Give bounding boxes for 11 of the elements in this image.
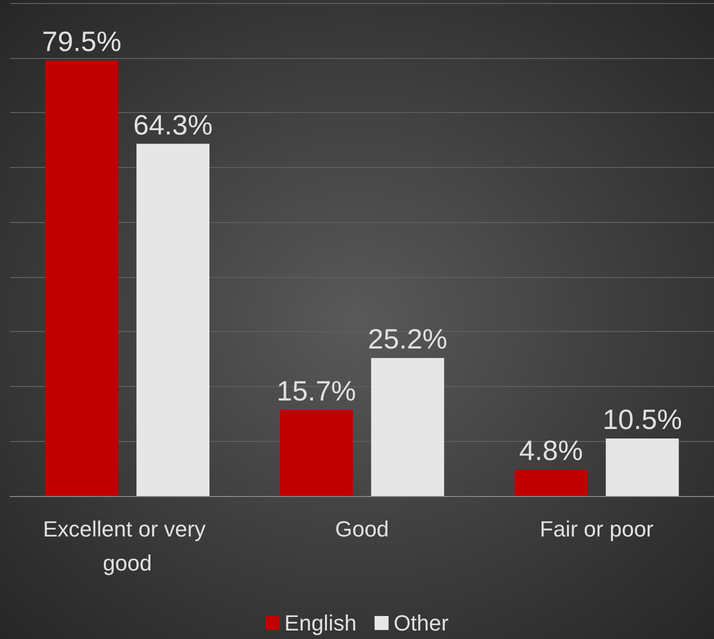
data-label: 25.2% [368,323,448,354]
data-label: 4.8% [519,435,583,466]
x-tick-label: Excellent or very good [42,516,212,576]
data-label: 15.7% [276,376,356,406]
legend-label: Other [394,610,449,636]
legend-label: English [284,610,357,636]
data-label: 10.5% [602,404,682,435]
data-label: 79.5% [42,26,122,58]
x-tick-label: Good [335,516,389,542]
data-label: 64.3% [133,109,213,140]
x-tick-label: Fair or poor [540,516,654,542]
